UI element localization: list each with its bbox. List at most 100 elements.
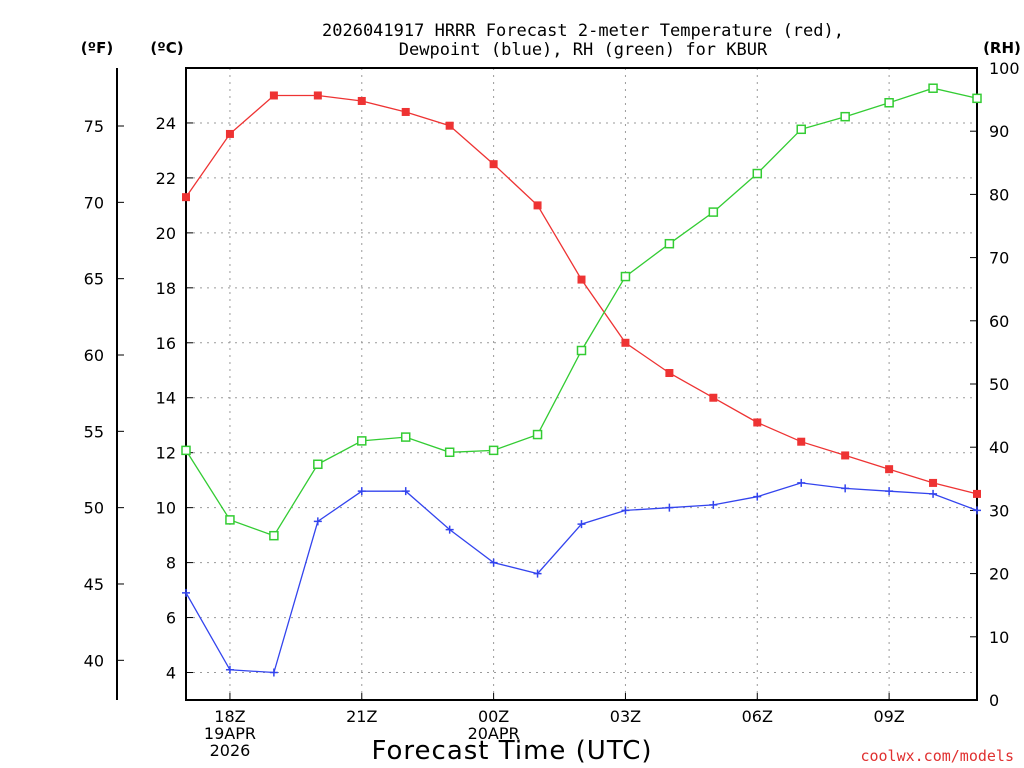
dewpoint-point xyxy=(533,569,542,578)
dewpoint-point xyxy=(401,487,410,496)
2-meter-temperature-point xyxy=(533,201,542,210)
fahrenheit-tick-label: 75 xyxy=(84,117,104,136)
2-meter-temperature-point xyxy=(182,193,190,202)
celsius-tick-label: 18 xyxy=(156,279,176,298)
rh-point xyxy=(884,98,894,108)
dewpoint-point xyxy=(489,558,498,567)
time-tick-label: 00Z xyxy=(478,707,509,726)
dewpoint-point xyxy=(973,506,981,515)
rh-point xyxy=(225,515,235,525)
2-meter-temperature-point xyxy=(269,91,278,100)
celsius-tick-label: 6 xyxy=(166,609,176,628)
celsius-tick-label: 16 xyxy=(156,334,176,353)
time-tick-label: 21Z xyxy=(346,707,377,726)
rh-tick-label: 90 xyxy=(989,122,1009,141)
rh-tick-label: 10 xyxy=(989,628,1009,647)
2-meter-temperature-point xyxy=(709,393,718,402)
dewpoint-point xyxy=(709,500,718,509)
rh-point xyxy=(752,168,763,179)
fahrenheit-unit-label: (ºF) xyxy=(81,39,113,57)
rh-tick-label: 50 xyxy=(989,375,1009,394)
2-meter-temperature-point xyxy=(313,91,322,100)
chart-title-line2: Dewpoint (blue), RH (green) for KBUR xyxy=(399,40,768,60)
celsius-tick-label: 20 xyxy=(156,224,176,243)
fahrenheit-tick-label: 60 xyxy=(84,346,104,365)
celsius-tick-label: 14 xyxy=(156,389,176,408)
2-meter-temperature-point xyxy=(445,121,454,130)
rh-unit-label: (RH) xyxy=(983,39,1021,57)
2-meter-temperature-point xyxy=(665,369,674,378)
2-meter-temperature-point xyxy=(841,451,850,460)
celsius-tick-label: 10 xyxy=(156,499,176,518)
rh-tick-label: 100 xyxy=(989,59,1020,78)
dewpoint-point xyxy=(885,487,894,496)
2-meter-temperature-point xyxy=(357,96,366,105)
chart-title-line1: 2026041917 HRRR Forecast 2-meter Tempera… xyxy=(322,21,844,41)
rh-point xyxy=(488,445,499,456)
fahrenheit-axis: 40 45 50 55 60 65 70 75 xyxy=(84,117,124,670)
2-meter-temperature-point xyxy=(489,160,498,169)
dewpoint-point xyxy=(797,478,806,487)
rh-tick-label: 20 xyxy=(989,565,1009,584)
2-meter-temperature-point xyxy=(797,437,806,446)
celsius-tick-label: 24 xyxy=(156,114,176,133)
dewpoint-point xyxy=(665,503,674,512)
rh-point xyxy=(400,432,411,442)
rh-tick-label: 0 xyxy=(989,691,999,710)
rh-point xyxy=(664,238,675,249)
celsius-tick-label: 4 xyxy=(166,664,176,683)
2-meter-temperature-point xyxy=(225,129,234,138)
rh-point xyxy=(796,124,806,135)
rh-tick-label: 80 xyxy=(989,185,1009,204)
time-tick-label: 20APR xyxy=(468,724,520,743)
time-tick-label: 03Z xyxy=(610,707,641,726)
dewpoint-point xyxy=(445,525,454,534)
time-tick-label: 09Z xyxy=(873,707,904,726)
x-axis-title: Forecast Time (UTC) xyxy=(371,736,652,766)
rh-point xyxy=(972,93,982,104)
dewpoint-point xyxy=(841,484,850,493)
rh-point xyxy=(708,207,719,217)
dewpoint-point xyxy=(753,492,762,501)
celsius-axis: 4 6 8 10 12 14 16 18 20 22 24 xyxy=(156,114,193,683)
2-meter-temperature-point xyxy=(401,107,410,116)
fahrenheit-tick-label: 55 xyxy=(84,422,104,441)
2-meter-temperature-point xyxy=(973,489,981,498)
dewpoint-point xyxy=(357,487,366,496)
rh-point xyxy=(840,111,850,122)
2-meter-temperature-point xyxy=(929,478,938,487)
dewpoint-point xyxy=(269,668,278,677)
rh-tick-label: 40 xyxy=(989,438,1009,457)
dewpoint-point xyxy=(577,520,586,529)
time-tick-label: 19APR xyxy=(204,724,256,743)
rh-point xyxy=(576,345,587,356)
time-tick-label: 2026 xyxy=(210,741,251,760)
celsius-tick-label: 8 xyxy=(166,554,176,573)
dewpoint-point xyxy=(182,588,190,597)
rh-point xyxy=(444,447,455,458)
rh-tick-label: 60 xyxy=(989,312,1009,331)
time-tick-label: 18Z xyxy=(214,707,245,726)
fahrenheit-tick-label: 45 xyxy=(84,575,104,594)
rh-point xyxy=(357,436,367,446)
rh-point xyxy=(269,530,279,541)
2-meter-temperature-point xyxy=(885,465,894,474)
rh-point xyxy=(532,429,543,440)
2-meter-temperature-point xyxy=(577,275,586,284)
fahrenheit-tick-label: 65 xyxy=(84,270,104,289)
rh-tick-label: 30 xyxy=(989,501,1009,520)
time-tick-label: 06Z xyxy=(742,707,773,726)
rh-axis: 0 10 20 30 40 50 60 70 80 90 100 xyxy=(970,59,1020,710)
rh-point xyxy=(928,83,938,93)
celsius-unit-label: (ºC) xyxy=(150,39,183,57)
rh-point xyxy=(181,445,191,456)
fahrenheit-tick-label: 40 xyxy=(84,651,104,670)
rh-tick-label: 70 xyxy=(989,249,1009,268)
dewpoint-point xyxy=(929,489,938,498)
series-layer xyxy=(181,83,982,677)
fahrenheit-tick-label: 50 xyxy=(84,499,104,518)
2-meter-temperature-point xyxy=(621,338,630,347)
grid-layer xyxy=(186,68,977,700)
